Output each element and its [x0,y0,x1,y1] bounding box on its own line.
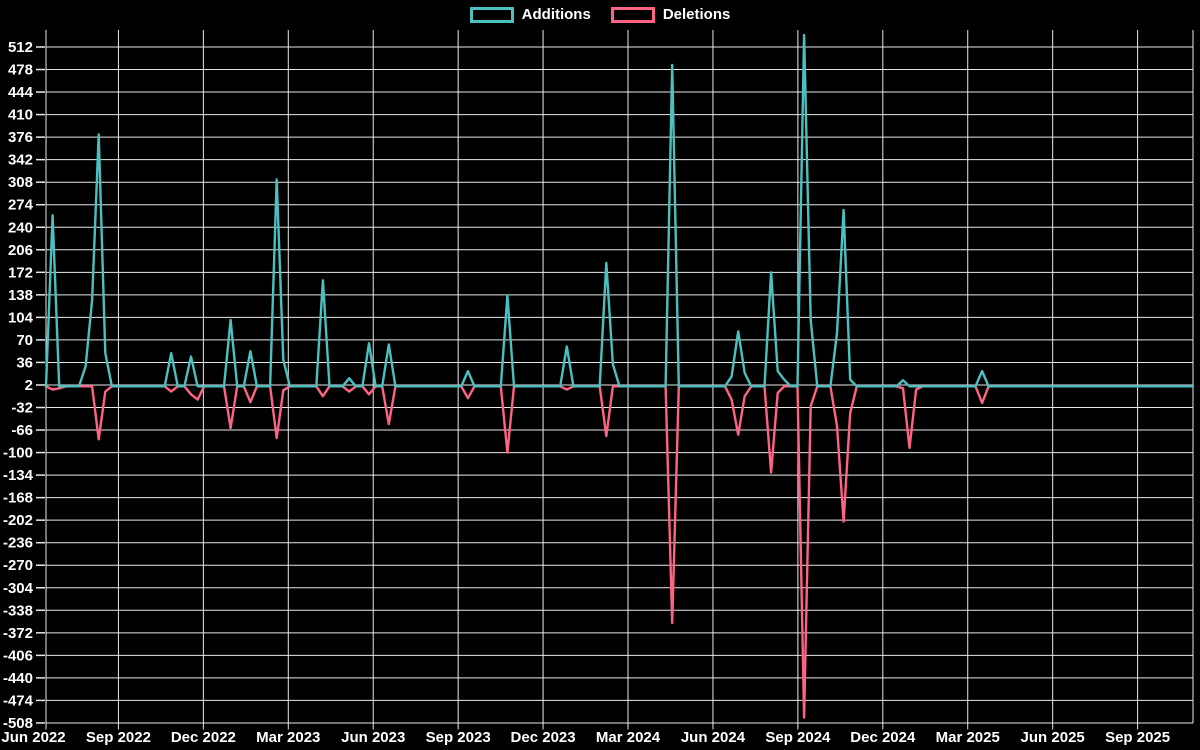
y-tick-label: 444 [8,84,34,101]
y-tick-label: -32 [11,400,33,417]
x-tick-label: Mar 2023 [256,729,320,746]
y-tick-label: -508 [3,715,33,732]
x-tick-label: Dec 2022 [171,729,236,746]
x-tick-label: Sep 2025 [1105,729,1170,746]
y-tick-label: -474 [3,692,34,709]
y-tick-label: 104 [8,309,34,326]
legend-item-additions[interactable]: Additions [469,6,591,23]
y-tick-label: -202 [3,512,33,529]
x-tick-label: Mar 2025 [936,729,1000,746]
x-tick-label: Jun 2025 [1021,729,1085,746]
y-tick-label: -406 [3,647,33,664]
y-tick-label: -134 [3,467,34,484]
x-tick-label: Jun 2023 [341,729,405,746]
y-tick-label: 240 [8,219,33,236]
y-tick-label: 512 [8,39,33,56]
chart-legend: Additions Deletions [0,6,1200,23]
y-tick-label: 410 [8,107,33,124]
x-tick-label: Mar 2024 [596,729,661,746]
y-tick-label: 138 [8,287,33,304]
y-tick-label: 342 [8,152,33,169]
legend-label-additions: Additions [521,6,591,23]
x-tick-label: Sep 2024 [765,729,831,746]
y-tick-label: -304 [3,580,34,597]
deletions-swatch-icon [610,6,655,23]
y-tick-label: 308 [8,174,33,191]
y-tick-label: -66 [11,422,33,439]
x-tick-label: Dec 2023 [511,729,576,746]
x-tick-label: Dec 2024 [850,729,916,746]
y-tick-label: 478 [8,62,33,79]
y-tick-label: -372 [3,625,33,642]
x-tick-label: Sep 2022 [86,729,151,746]
x-tick-label: Sep 2023 [426,729,491,746]
y-tick-label: 274 [8,197,34,214]
x-tick-label: Jun 2024 [681,729,746,746]
y-tick-label: 206 [8,242,33,259]
y-tick-label: 2 [25,377,33,394]
y-tick-label: 36 [16,354,33,371]
y-tick-label: 70 [16,332,33,349]
x-tick-label: Jun 2022 [1,729,65,746]
y-tick-label: -270 [3,557,33,574]
additions-swatch-icon [469,6,514,23]
y-tick-label: -100 [3,445,33,462]
y-tick-label: -338 [3,602,33,619]
legend-item-deletions[interactable]: Deletions [610,6,731,23]
y-tick-label: 172 [8,264,33,281]
series-line-deletions [44,385,1195,719]
y-tick-label: -236 [3,535,33,552]
legend-label-deletions: Deletions [662,6,731,23]
y-tick-label: 376 [8,129,33,146]
series-line-additions [44,33,1195,388]
y-tick-label: -440 [3,670,33,687]
y-tick-label: -168 [3,490,33,507]
